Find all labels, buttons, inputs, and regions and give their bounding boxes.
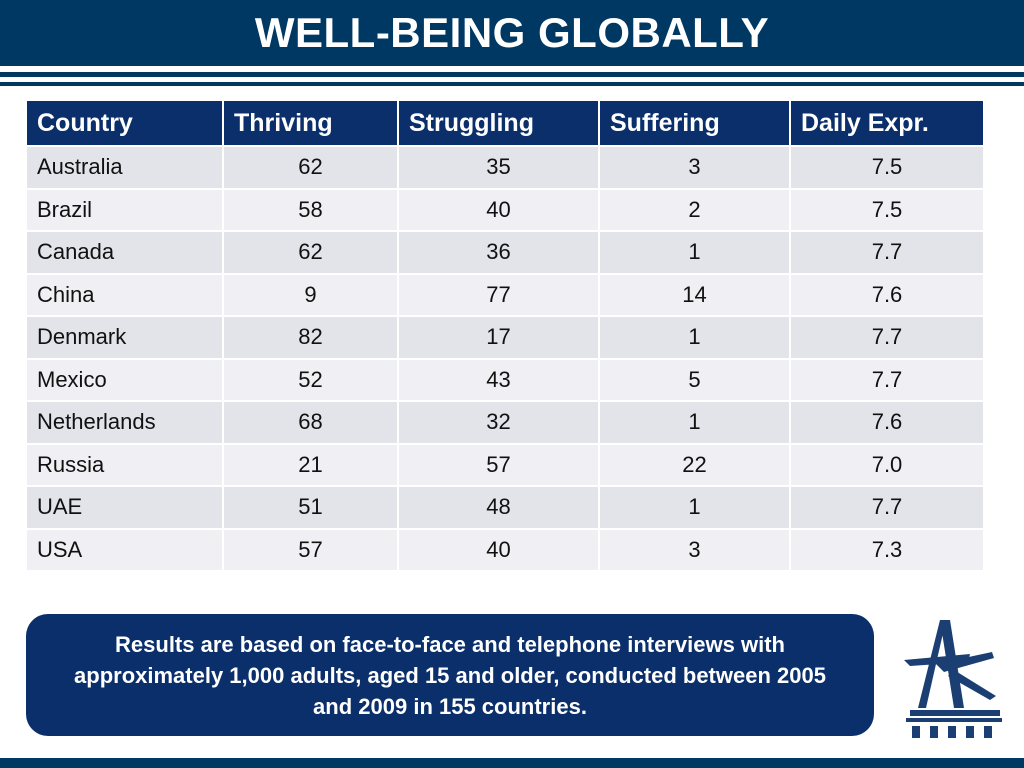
cell-daily-experience: 7.6 — [790, 401, 983, 445]
table-row: Canada 62 36 1 7.7 — [27, 231, 983, 275]
star-a-monument-logo-icon — [896, 618, 1008, 742]
cell-daily-experience: 7.7 — [790, 486, 983, 530]
cell-suffering: 1 — [599, 486, 791, 530]
cell-suffering: 1 — [599, 231, 791, 275]
cell-struggling: 35 — [398, 146, 600, 190]
header-stripe — [0, 72, 1024, 77]
cell-daily-experience: 7.6 — [790, 273, 983, 317]
cell-thriving: 51 — [223, 486, 399, 530]
cell-daily-experience: 7.5 — [790, 146, 983, 190]
table-row: Mexico 52 43 5 7.7 — [27, 358, 983, 402]
table-row: UAE 51 48 1 7.7 — [27, 486, 983, 530]
table-row: Denmark 82 17 1 7.7 — [27, 316, 983, 360]
cell-daily-experience: 7.7 — [790, 231, 983, 275]
cell-country: China — [27, 273, 224, 317]
cell-suffering: 22 — [599, 443, 791, 487]
cell-thriving: 62 — [223, 231, 399, 275]
methodology-note-text: Results are based on face-to-face and te… — [74, 631, 826, 719]
methodology-note: Results are based on face-to-face and te… — [26, 614, 874, 736]
cell-struggling: 57 — [398, 443, 600, 487]
cell-daily-experience: 7.7 — [790, 316, 983, 360]
table-header-row: Country Thriving Struggling Suffering Da… — [27, 101, 983, 147]
column-header-thriving: Thriving — [223, 101, 399, 147]
cell-daily-experience: 7.5 — [790, 188, 983, 232]
cell-daily-experience: 7.7 — [790, 358, 983, 402]
cell-struggling: 40 — [398, 188, 600, 232]
cell-suffering: 5 — [599, 358, 791, 402]
cell-thriving: 82 — [223, 316, 399, 360]
page-title: WELL-BEING GLOBALLY — [254, 9, 770, 56]
cell-thriving: 21 — [223, 443, 399, 487]
table-row: Russia 21 57 22 7.0 — [27, 443, 983, 487]
cell-country: Netherlands — [27, 401, 224, 445]
table-row: Brazil 58 40 2 7.5 — [27, 188, 983, 232]
cell-suffering: 14 — [599, 273, 791, 317]
cell-country: Russia — [27, 443, 224, 487]
cell-struggling: 32 — [398, 401, 600, 445]
cell-daily-experience: 7.0 — [790, 443, 983, 487]
cell-struggling: 36 — [398, 231, 600, 275]
cell-country: USA — [27, 528, 224, 572]
cell-suffering: 3 — [599, 146, 791, 190]
cell-suffering: 3 — [599, 528, 791, 572]
cell-thriving: 62 — [223, 146, 399, 190]
table-row: USA 57 40 3 7.3 — [27, 528, 983, 572]
cell-suffering: 1 — [599, 316, 791, 360]
cell-thriving: 57 — [223, 528, 399, 572]
table-row: Netherlands 68 32 1 7.6 — [27, 401, 983, 445]
cell-country: Mexico — [27, 358, 224, 402]
cell-thriving: 58 — [223, 188, 399, 232]
cell-thriving: 52 — [223, 358, 399, 402]
cell-suffering: 2 — [599, 188, 791, 232]
table-row: Australia 62 35 3 7.5 — [27, 146, 983, 190]
table-row: China 9 77 14 7.6 — [27, 273, 983, 317]
column-header-country: Country — [27, 101, 224, 147]
cell-thriving: 68 — [223, 401, 399, 445]
cell-struggling: 48 — [398, 486, 600, 530]
title-bar: WELL-BEING GLOBALLY — [0, 0, 1024, 66]
cell-country: Australia — [27, 146, 224, 190]
cell-struggling: 43 — [398, 358, 600, 402]
cell-suffering: 1 — [599, 401, 791, 445]
cell-struggling: 17 — [398, 316, 600, 360]
header-stripe — [0, 82, 1024, 86]
cell-struggling: 40 — [398, 528, 600, 572]
cell-thriving: 9 — [223, 273, 399, 317]
well-being-table: Country Thriving Struggling Suffering Da… — [27, 101, 983, 572]
column-header-struggling: Struggling — [398, 101, 600, 147]
cell-country: Denmark — [27, 316, 224, 360]
cell-country: Brazil — [27, 188, 224, 232]
footer-stripe — [0, 758, 1024, 768]
cell-country: Canada — [27, 231, 224, 275]
cell-daily-experience: 7.3 — [790, 528, 983, 572]
column-header-suffering: Suffering — [599, 101, 791, 147]
cell-country: UAE — [27, 486, 224, 530]
cell-struggling: 77 — [398, 273, 600, 317]
column-header-daily-experience: Daily Expr. — [790, 101, 983, 147]
